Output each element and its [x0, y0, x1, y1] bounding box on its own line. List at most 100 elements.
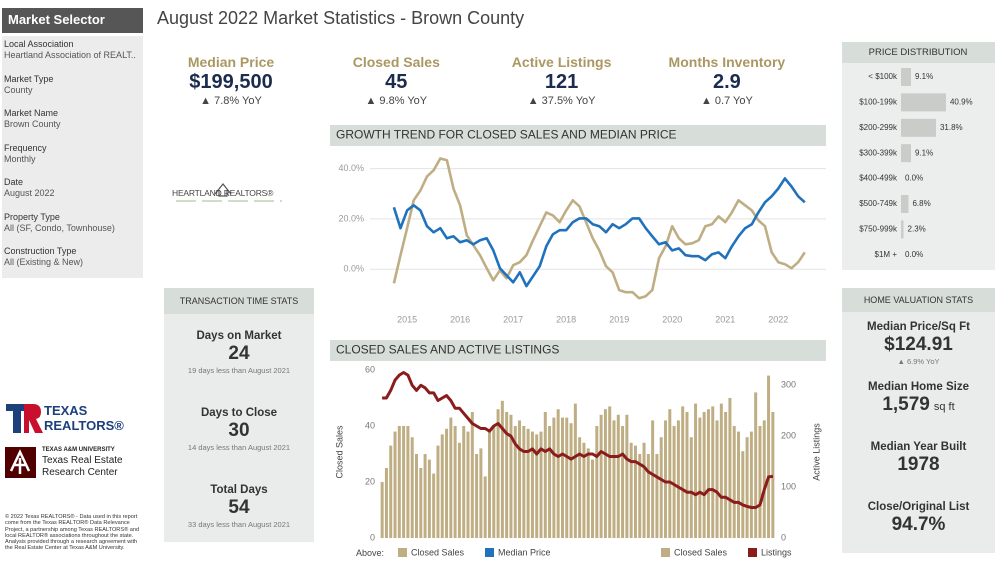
bar	[423, 454, 427, 538]
bar	[582, 442, 586, 538]
bar	[901, 195, 909, 213]
bar	[595, 426, 599, 538]
field-value: Brown County	[4, 119, 61, 129]
logo-text: TEXAS	[44, 403, 88, 418]
bar	[638, 454, 642, 538]
stat-note: 14 days less than August 2021	[187, 443, 291, 452]
y2-axis-title: Active Listings	[811, 423, 821, 481]
bar	[389, 445, 393, 538]
y2-tick-label: 100	[781, 481, 796, 491]
bar	[901, 220, 904, 239]
x-tick-label: 2021	[715, 314, 735, 324]
kpi-label: Months Inventory	[668, 54, 786, 70]
x-tick-label: 2016	[450, 314, 470, 324]
stat-label: Close/Original List	[867, 501, 970, 513]
bar	[732, 426, 736, 538]
field-value: August 2022	[4, 188, 55, 198]
sidebar-header-bg	[2, 8, 143, 33]
stat-value: 30	[228, 420, 250, 441]
kpi-label: Closed Sales	[352, 54, 440, 70]
bar	[509, 414, 513, 538]
field-label: Market Name	[4, 108, 59, 118]
stat-note: 19 days less than August 2021	[187, 366, 291, 375]
field-label: Market Type	[4, 73, 54, 84]
field-value: All (SF, Condo, Townhouse)	[4, 222, 115, 233]
bar	[518, 420, 522, 538]
panel-title: TRANSACTION TIME STATS	[179, 296, 299, 306]
legend-swatch	[748, 548, 757, 557]
y-tick-label: 20	[365, 476, 375, 486]
bar	[548, 426, 552, 538]
bar	[569, 423, 573, 538]
field-value: Monthly	[4, 153, 36, 164]
category-label: $500-749k	[859, 199, 898, 208]
bar	[608, 406, 612, 538]
bar	[745, 437, 749, 538]
bar	[410, 437, 414, 538]
bar	[676, 420, 680, 538]
stat-label: Median Price/Sq Ft	[867, 321, 970, 333]
bar	[599, 414, 603, 538]
bar	[702, 412, 706, 538]
bar	[539, 431, 543, 538]
bar	[612, 420, 616, 538]
category-label: $750-999k	[859, 225, 898, 234]
kpi-change: ▲ 7.8% YoY	[200, 95, 262, 107]
stat-label: Median Home Size	[868, 381, 969, 393]
bar	[436, 445, 440, 538]
bar	[771, 412, 775, 538]
page-title: August 2022 Market Statistics - Brown Co…	[157, 8, 525, 28]
value-label: 0.0%	[905, 174, 923, 183]
bar	[393, 431, 397, 538]
bar	[664, 420, 668, 538]
panel-bg	[842, 42, 995, 270]
legend-swatch	[398, 548, 407, 557]
kpi-value: 121	[544, 71, 579, 93]
logo-text: TEXAS A&M UNIVERSITY	[42, 447, 115, 453]
bar	[432, 473, 436, 538]
bar	[901, 144, 912, 163]
bar	[419, 468, 423, 538]
category-label: $200-299k	[859, 123, 898, 132]
kpi-value: 45	[385, 71, 408, 93]
bar	[629, 442, 633, 538]
sidebar-bg	[2, 36, 143, 278]
kpi-change: ▲ 37.5% YoY	[527, 95, 596, 107]
bar	[453, 426, 457, 538]
bar	[483, 476, 487, 538]
kpi-value: 2.9	[712, 71, 741, 93]
kpi-value: $199,500	[189, 71, 273, 93]
bar	[603, 409, 607, 538]
bar	[642, 442, 646, 538]
bar	[384, 468, 388, 538]
bar	[402, 426, 406, 538]
bar	[565, 417, 569, 538]
bar	[668, 409, 672, 538]
stat-value: 24	[228, 343, 250, 364]
y2-tick-label: 300	[781, 380, 796, 390]
bar	[621, 426, 625, 538]
sidebar-title: Market Selector	[8, 12, 105, 27]
bar	[440, 434, 444, 538]
x-tick-label: 2019	[609, 314, 629, 324]
stat-value-row: 1,579 sq ft	[842, 394, 995, 416]
bar	[711, 406, 715, 538]
logo-text: Research Center	[42, 467, 118, 478]
bar	[672, 426, 676, 538]
value-label: 0.0%	[905, 250, 923, 259]
bar	[901, 68, 912, 86]
bar	[724, 412, 728, 538]
stat-value: 54	[228, 497, 250, 518]
category-label: $400-499k	[859, 174, 898, 183]
logo-shape	[9, 449, 31, 474]
bar	[560, 417, 564, 538]
stat-note: ▲ 6.9% YoY	[897, 357, 940, 366]
y-tick-label: 0	[370, 532, 375, 542]
bar	[475, 454, 479, 538]
panel-bg	[842, 288, 995, 553]
bar	[655, 454, 659, 538]
bar	[556, 409, 560, 538]
bar	[698, 417, 702, 538]
panel-header-bg	[330, 125, 826, 146]
